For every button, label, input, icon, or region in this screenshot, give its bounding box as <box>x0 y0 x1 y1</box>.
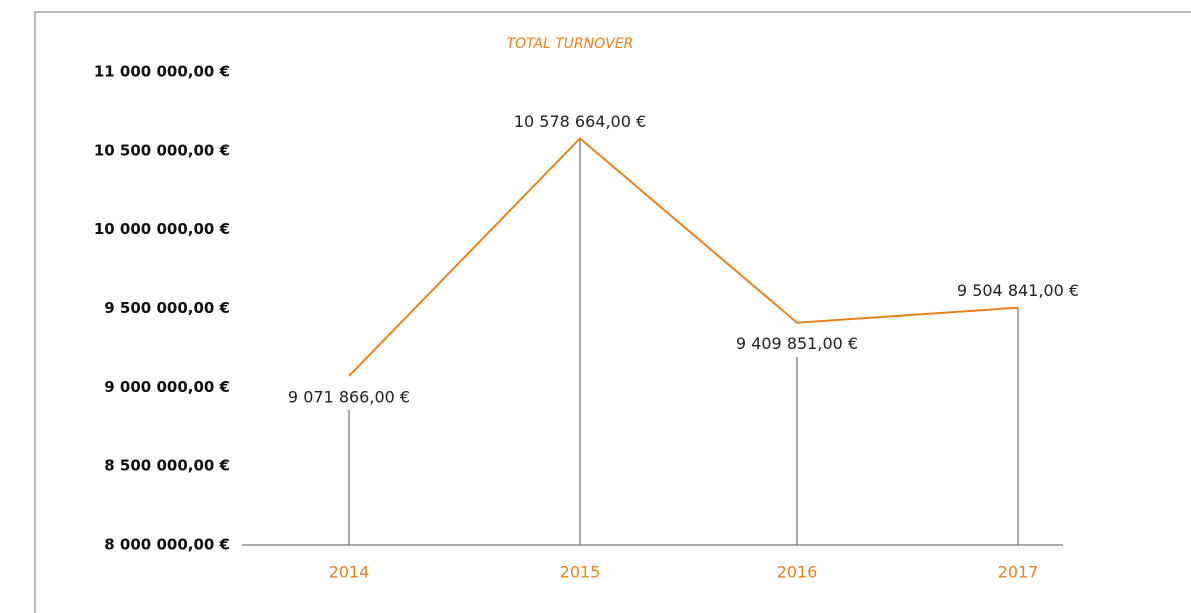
value-label: 9 409 851,00 € <box>736 334 858 353</box>
y-tick-label: 8 500 000,00 € <box>104 457 230 475</box>
x-tick-label: 2014 <box>329 563 370 582</box>
value-label: 9 504 841,00 € <box>957 281 1079 300</box>
y-tick-label: 9 000 000,00 € <box>104 378 230 396</box>
x-tick-label: 2016 <box>777 563 818 582</box>
value-label: 9 071 866,00 € <box>288 388 410 407</box>
y-tick-label: 11 000 000,00 € <box>94 63 230 81</box>
x-tick-label: 2015 <box>560 563 601 582</box>
y-tick-label: 9 500 000,00 € <box>104 299 230 317</box>
y-tick-label: 8 000 000,00 € <box>104 536 230 554</box>
frame <box>34 11 1191 613</box>
line <box>348 137 1019 377</box>
y-tick-label: 10 000 000,00 € <box>94 220 230 238</box>
y-tick-label: 10 500 000,00 € <box>94 141 230 159</box>
chart-title: TOTAL TURNOVER <box>507 36 634 52</box>
value-label: 10 578 664,00 € <box>514 112 646 131</box>
x-tick-label: 2017 <box>998 563 1039 582</box>
